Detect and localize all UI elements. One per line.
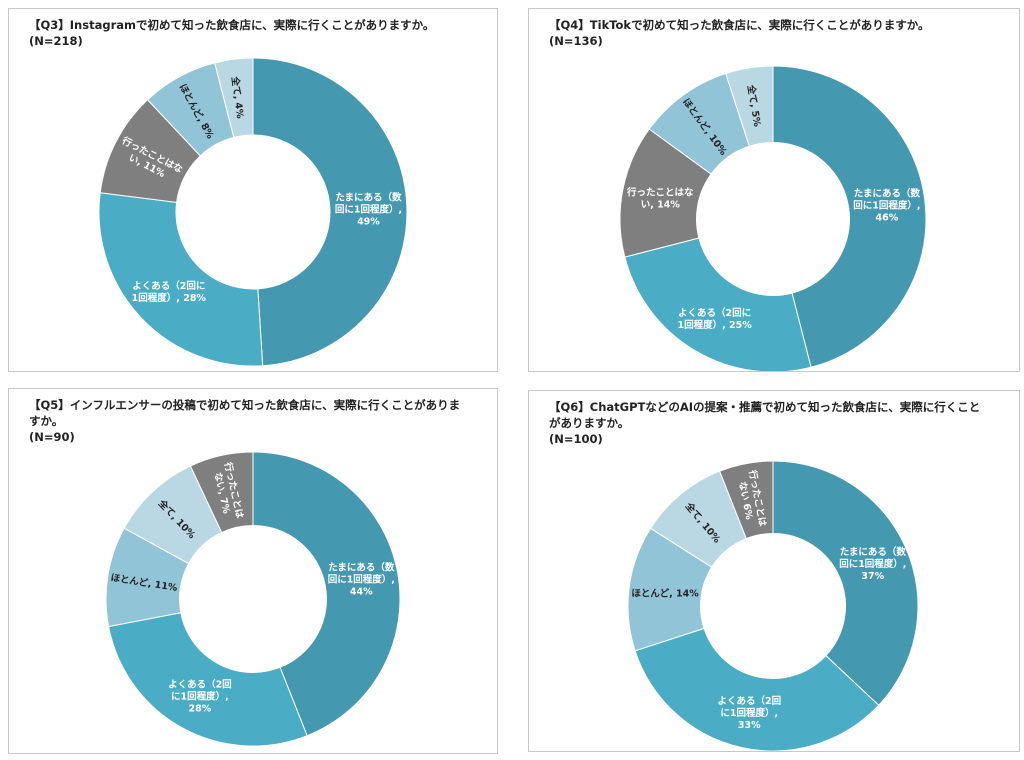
sample-size: (N=136) — [549, 34, 603, 48]
donut-slice — [772, 65, 927, 368]
donut-chart: たまにある（数回に1回程度）, 44%よくある（2回に1回程度）, 28%ほとんど,… — [105, 451, 401, 747]
donut-slice — [634, 627, 880, 751]
donut-slice — [725, 65, 774, 147]
title-text: 【Q4】TikTokで初めて知った飲食店に、実際に行くことがありますか。 — [549, 18, 930, 32]
donut-chart: たまにある（数回に1回程度）, 46% よくある（2回に 1回程度）, 25% 行ったこ… — [619, 65, 927, 371]
donut-chart: たまにある（数回に1回程度）, 37% よくある（2回に1回程度）, 33% ほとんど,… — [627, 460, 919, 751]
donut-slice — [772, 460, 919, 706]
donut-slice — [189, 451, 254, 534]
data-label: ほとんど, 14% — [631, 587, 699, 599]
sample-size: (N=90) — [29, 430, 75, 444]
donut-slice — [214, 57, 254, 139]
chart-title: 【Q4】TikTokで初めて知った飲食店に、実際に行くことがありますか。 (N=1… — [549, 17, 989, 49]
chart-panel-q4: 【Q4】TikTokで初めて知った飲食店に、実際に行くことがありますか。 (N=1… — [528, 8, 1020, 372]
data-label: よくある（2回に 1回程度）, 25% — [677, 307, 752, 331]
chart-panel-q6: 【Q6】ChatGPTなどのAIの提案・推薦で初めて知った飲食店に、実際に行くこ… — [528, 390, 1020, 752]
title-text: 【Q5】インフルエンサーの投稿で初めて知った飲食店に、実際に行くことがありますか… — [29, 398, 461, 428]
data-label: たまにある（数回に1回程度）, 46% — [853, 188, 920, 224]
data-label: よくある（2回に 1回程度）, 28% — [132, 280, 207, 304]
donut-slice — [98, 192, 264, 367]
data-label: たまにある（数回に1回程度）, 44% — [328, 561, 395, 597]
donut-slice — [252, 451, 401, 737]
sample-size: (N=100) — [549, 432, 603, 446]
donut-slice — [108, 612, 308, 747]
data-label: よくある（2回に1回程度）, 33% — [717, 695, 781, 731]
data-label: よくある（2回に1回程度）, 28% — [168, 679, 232, 715]
title-text: 【Q6】ChatGPTなどのAIの提案・推薦で初めて知った飲食店に、実際に行くこ… — [549, 400, 981, 430]
donut-slice — [624, 237, 812, 371]
data-label: たまにある（数回に1回程度）, 49% — [335, 191, 402, 227]
chart-title: 【Q6】ChatGPTなどのAIの提案・推薦で初めて知った飲食店に、実際に行くこ… — [549, 399, 989, 447]
sample-size: (N=218) — [29, 34, 83, 48]
donut-slice — [252, 57, 408, 367]
chart-title: 【Q5】インフルエンサーの投稿で初めて知った飲食店に、実際に行くことがありますか… — [29, 397, 469, 445]
donut-chart: たまにある（数回に1回程度）, 49%よくある（2回に 1回程度）, 28%行ったこ… — [98, 57, 408, 367]
title-text: 【Q3】Instagramで初めて知った飲食店に、実際に行くことがありますか。 — [29, 18, 435, 32]
chart-panel-q3: 【Q3】Instagramで初めて知った飲食店に、実際に行くことがありますか。 (… — [8, 8, 498, 372]
chart-panel-q5: 【Q5】インフルエンサーの投稿で初めて知った飲食店に、実際に行くことがありますか… — [8, 388, 498, 754]
donut-slice — [718, 460, 774, 540]
data-label: たまにある（数回に1回程度）, 37% — [839, 546, 906, 582]
data-label: 行ったことはない, 14% — [626, 186, 694, 210]
data-label: 全て, 4% — [229, 75, 246, 120]
chart-title: 【Q3】Instagramで初めて知った飲食店に、実際に行くことがありますか。 (… — [29, 17, 469, 49]
